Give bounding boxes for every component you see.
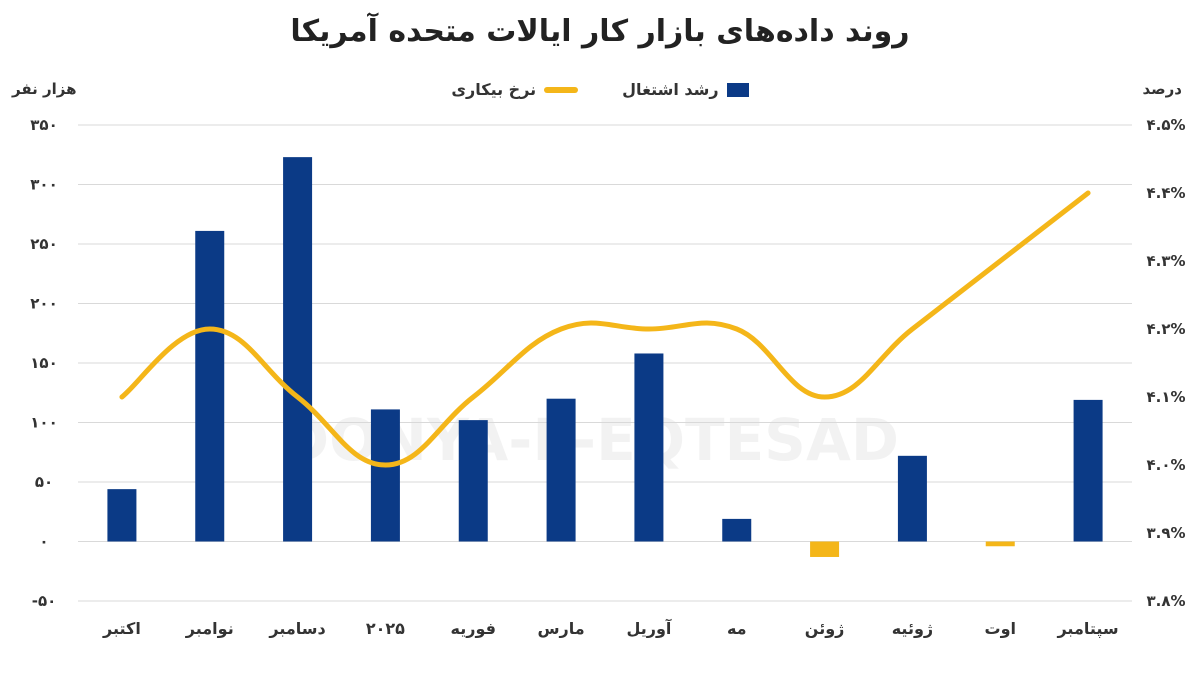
left-axis-unit: هزار نفر xyxy=(12,80,77,98)
right-tick-label: ۳.۸% xyxy=(1146,592,1185,610)
category-label: اکتبر xyxy=(102,619,141,638)
category-label: سپتامبر xyxy=(1056,619,1118,639)
unemployment-line xyxy=(119,190,1091,468)
left-tick-label: -۵۰ xyxy=(32,592,57,610)
left-tick-label: ۳۵۰ xyxy=(30,116,57,134)
legend-line-label: نرخ بیکاری xyxy=(451,80,537,99)
category-label: مارس xyxy=(537,619,584,638)
bar-series xyxy=(107,157,1103,557)
bar xyxy=(458,420,488,542)
left-axis: -۵۰ ۰ ۵۰ ۱۰۰ ۱۵۰ ۲۰۰ ۲۵۰ ۳۰۰ ۳۵۰ xyxy=(30,116,57,610)
legend: نرخ بیکاری رشد اشتغال xyxy=(0,80,1200,99)
right-tick-label: ۴.۲% xyxy=(1146,320,1185,338)
right-axis-unit: درصد xyxy=(1142,80,1183,98)
x-axis: اکتبر نوامبر دسامبر ۲۰۲۵ فوریه مارس آوریل مه ژوئ… xyxy=(102,618,1119,639)
bar xyxy=(810,541,840,557)
right-tick-label: ۴.۱% xyxy=(1146,388,1185,406)
legend-item-bar: رشد اشتغال xyxy=(622,80,749,99)
left-tick-label: ۳۰۰ xyxy=(30,176,57,194)
grid-lines xyxy=(78,124,1132,602)
category-label: ژوئن xyxy=(805,619,845,638)
bar xyxy=(1073,399,1103,542)
right-tick-label: ۳.۹% xyxy=(1146,524,1185,542)
line-swatch xyxy=(544,86,579,93)
legend-item-line: نرخ بیکاری xyxy=(451,80,579,99)
bar xyxy=(634,353,664,542)
category-label: دسامبر xyxy=(268,619,325,638)
category-label: اوت xyxy=(984,619,1016,638)
category-label: ۲۰۲۵ xyxy=(366,619,405,638)
left-tick-label: ۲۵۰ xyxy=(30,235,57,253)
bar xyxy=(195,230,225,542)
bar-swatch xyxy=(726,82,749,97)
right-axis: ۳.۸% ۳.۹% ۴.۰% ۴.۱% ۴.۲% ۴.۳% ۴.۴% ۴.۵% xyxy=(1146,116,1185,610)
left-tick-label: ۰ xyxy=(39,533,48,551)
category-label: نوامبر xyxy=(185,619,234,638)
bar xyxy=(546,398,576,542)
bar xyxy=(722,518,752,542)
right-tick-label: ۴.۳% xyxy=(1146,252,1185,270)
left-tick-label: ۵۰ xyxy=(35,473,53,491)
left-tick-label: ۱۵۰ xyxy=(30,354,57,372)
chart-title: روند داده‌های بازار کار ایالات متحده آمر… xyxy=(290,14,910,49)
legend-bar-label: رشد اشتغال xyxy=(622,80,719,99)
bar xyxy=(985,541,1015,547)
right-tick-label: ۴.۴% xyxy=(1146,184,1185,202)
category-label: فوریه xyxy=(451,619,496,638)
bar xyxy=(370,409,400,542)
bar xyxy=(283,157,313,542)
category-label: ژوئیه xyxy=(892,619,933,638)
category-label: آوریل xyxy=(626,618,671,638)
right-tick-label: ۴.۵% xyxy=(1146,116,1185,134)
bar xyxy=(897,455,927,542)
right-tick-label: ۴.۰% xyxy=(1146,456,1185,474)
line-series xyxy=(119,190,1091,468)
left-tick-label: ۲۰۰ xyxy=(30,295,57,313)
bar xyxy=(107,489,137,542)
category-label: مه xyxy=(727,619,747,638)
left-tick-label: ۱۰۰ xyxy=(30,414,57,432)
